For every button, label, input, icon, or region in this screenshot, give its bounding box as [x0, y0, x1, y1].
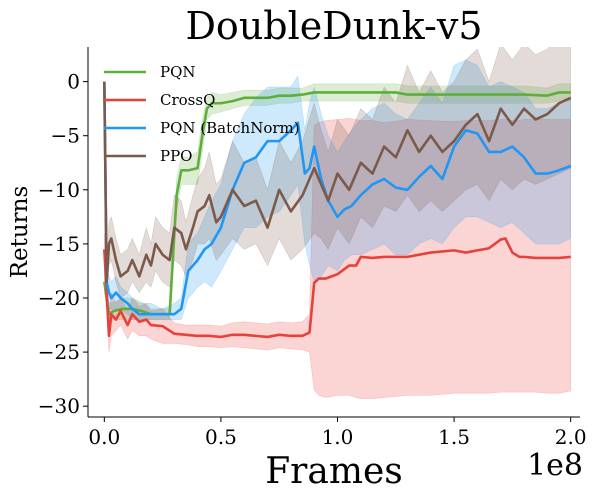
x-tick-label: 0.5 — [205, 425, 237, 449]
x-tick-label: 2.0 — [555, 425, 587, 449]
y-tick-label: −10 — [38, 178, 80, 202]
x-axis-offset-label: 1e8 — [527, 448, 583, 483]
axes: 0.0 0.5 1.0 1.5 2.0 0 −5 −10 −15 −20 −25 −30 — [38, 47, 587, 449]
y-tick-label: 0 — [67, 70, 80, 94]
line-ppo — [103, 81, 572, 284]
band-crossq — [104, 118, 571, 399]
legend-label-pqn: PQN — [160, 63, 196, 81]
legend-label-crossq: CrossQ — [160, 91, 215, 109]
x-tick-label: 0.0 — [88, 425, 120, 449]
x-tick-label: 1.0 — [322, 425, 354, 449]
chart-title: DoubleDunk-v5 — [185, 4, 482, 48]
x-tick-label: 1.5 — [438, 425, 470, 449]
band-pqn — [104, 83, 571, 326]
legend: PQN CrossQ PQN (BatchNorm) PPO — [104, 63, 300, 165]
legend-label-ppo: PPO — [160, 147, 192, 165]
line-crossq — [103, 237, 571, 339]
x-axis-label: Frames — [265, 451, 403, 492]
y-tick-label: −20 — [38, 286, 80, 310]
y-tick-label: −15 — [38, 232, 80, 256]
line-pqn-batchnorm — [103, 81, 572, 316]
legend-label-pqn-batchnorm: PQN (BatchNorm) — [160, 119, 300, 137]
y-tick-label: −30 — [38, 394, 80, 418]
band-pqn-batchnorm — [104, 59, 571, 320]
series-lines — [103, 81, 572, 339]
y-tick-label: −25 — [38, 340, 80, 364]
y-tick-label: −5 — [51, 124, 80, 148]
y-axis-label: Returns — [7, 186, 33, 279]
